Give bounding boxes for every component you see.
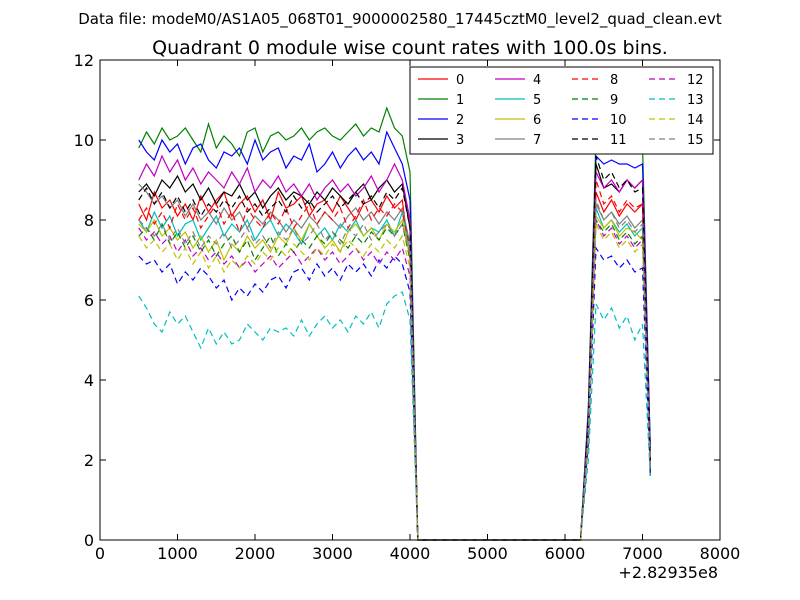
legend-label-15: 15 [687, 133, 704, 148]
x-tick-label: 6000 [545, 544, 586, 563]
legend-label-0: 0 [456, 73, 464, 88]
series-line-10 [138, 246, 651, 541]
legend-label-11: 11 [610, 133, 627, 148]
x-tick-label: 7000 [622, 544, 663, 563]
legend-label-5: 5 [533, 93, 541, 108]
x-tick-label: 0 [95, 544, 105, 563]
data-file-label: Data file: modeM0/AS1A05_068T01_90000025… [78, 10, 722, 29]
y-tick-label: 4 [84, 371, 94, 390]
y-tick-label: 0 [84, 531, 94, 550]
y-tick-label: 10 [74, 131, 94, 150]
series-line-4 [138, 154, 651, 541]
legend-label-6: 6 [533, 113, 541, 128]
x-offset-label: +2.82935e8 [618, 563, 718, 582]
x-tick-label: 8000 [700, 544, 741, 563]
series-line-15 [138, 199, 651, 541]
legend-label-1: 1 [456, 93, 464, 108]
series-line-0 [138, 190, 651, 541]
legend-label-13: 13 [687, 93, 704, 108]
y-tick-label: 12 [74, 51, 94, 70]
legend-label-7: 7 [533, 133, 541, 148]
y-tick-label: 8 [84, 211, 94, 230]
series-line-2 [138, 130, 651, 541]
series-line-6 [138, 214, 651, 541]
x-tick-label: 2000 [235, 544, 276, 563]
series-line-12 [138, 219, 651, 541]
x-tick-label: 1000 [157, 544, 198, 563]
y-tick-label: 6 [84, 291, 94, 310]
legend-label-9: 9 [610, 93, 618, 108]
legend-label-14: 14 [687, 113, 704, 128]
legend-label-3: 3 [456, 133, 464, 148]
legend-label-2: 2 [456, 113, 464, 128]
legend-label-12: 12 [687, 73, 704, 88]
axes: 0 1000 2000 3000 4000 5000 6000 7000 80000246810… [74, 51, 741, 563]
series-line-9 [138, 218, 651, 541]
series-line-11 [138, 155, 651, 541]
y-tick-label: 2 [84, 451, 94, 470]
chart-title: Quadrant 0 module wise count rates with … [152, 37, 668, 59]
series-line-13 [138, 291, 651, 541]
x-tick-label: 5000 [467, 544, 508, 563]
legend-label-10: 10 [610, 113, 627, 128]
series-line-1 [138, 106, 651, 541]
plot-area [138, 106, 651, 541]
legend-label-4: 4 [533, 73, 541, 88]
series-line-14 [138, 223, 651, 541]
x-tick-label: 4000 [390, 544, 431, 563]
legend-label-8: 8 [610, 73, 618, 88]
x-tick-label: 3000 [312, 544, 353, 563]
